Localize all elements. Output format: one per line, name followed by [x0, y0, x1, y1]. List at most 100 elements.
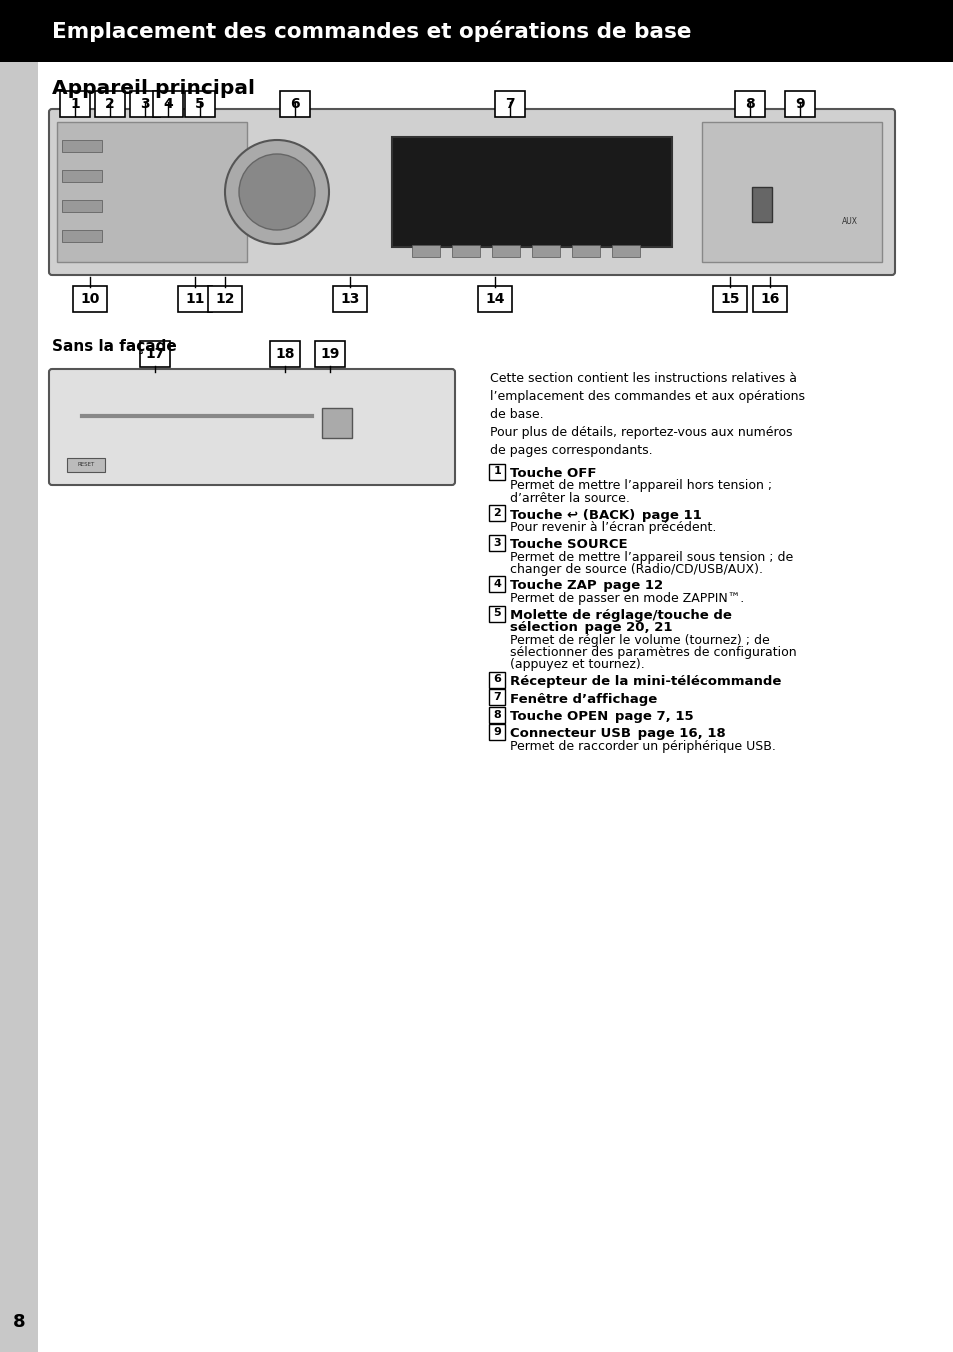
- Text: 12: 12: [215, 292, 234, 306]
- FancyBboxPatch shape: [489, 672, 505, 688]
- Bar: [62, 200, 102, 212]
- Text: Connecteur USB page 16, 18: Connecteur USB page 16, 18: [510, 727, 725, 741]
- Text: 4: 4: [163, 97, 172, 111]
- Bar: [62, 170, 102, 183]
- Text: Récepteur de la mini-télécommande: Récepteur de la mini-télécommande: [510, 675, 781, 688]
- Text: Permet de mettre l’appareil sous tension ; de: Permet de mettre l’appareil sous tension…: [510, 550, 792, 564]
- Text: (appuyez et tournez).: (appuyez et tournez).: [510, 658, 644, 671]
- Text: Pour plus de détails, reportez-vous aux numéros: Pour plus de détails, reportez-vous aux …: [490, 426, 792, 439]
- Text: 3: 3: [493, 538, 500, 548]
- Text: 13: 13: [340, 292, 359, 306]
- FancyBboxPatch shape: [49, 369, 455, 485]
- Text: 15: 15: [720, 292, 739, 306]
- Text: 2: 2: [105, 97, 114, 111]
- FancyBboxPatch shape: [185, 91, 214, 118]
- Text: Touche SOURCE: Touche SOURCE: [510, 538, 627, 552]
- FancyBboxPatch shape: [140, 341, 170, 366]
- Text: 6: 6: [290, 97, 299, 111]
- Bar: [572, 245, 599, 257]
- Bar: [392, 137, 671, 247]
- Bar: [751, 187, 771, 222]
- Text: Molette de réglage/touche de: Molette de réglage/touche de: [510, 608, 731, 622]
- Text: 14: 14: [485, 292, 504, 306]
- Text: 11: 11: [185, 292, 205, 306]
- FancyBboxPatch shape: [489, 690, 505, 704]
- FancyBboxPatch shape: [280, 91, 310, 118]
- Text: 1: 1: [493, 466, 501, 476]
- Text: 10: 10: [80, 292, 99, 306]
- Text: Sans la façade: Sans la façade: [52, 339, 176, 354]
- Bar: [412, 245, 439, 257]
- Text: Touche OPEN page 7, 15: Touche OPEN page 7, 15: [510, 710, 693, 723]
- Bar: [492, 245, 519, 257]
- Bar: [452, 245, 479, 257]
- Text: 3: 3: [140, 97, 150, 111]
- Text: Permet de raccorder un périphérique USB.: Permet de raccorder un périphérique USB.: [510, 740, 775, 753]
- Text: Pour revenir à l’écran précédent.: Pour revenir à l’écran précédent.: [510, 521, 716, 534]
- Text: Cette section contient les instructions relatives à: Cette section contient les instructions …: [490, 372, 796, 385]
- Text: 18: 18: [275, 347, 294, 361]
- FancyBboxPatch shape: [489, 707, 505, 722]
- Text: 8: 8: [493, 710, 501, 719]
- Text: 5: 5: [493, 608, 500, 618]
- FancyBboxPatch shape: [752, 287, 786, 312]
- Text: RESET: RESET: [77, 462, 94, 468]
- FancyBboxPatch shape: [95, 91, 125, 118]
- FancyBboxPatch shape: [489, 464, 505, 480]
- FancyBboxPatch shape: [784, 91, 814, 118]
- Text: changer de source (Radio/CD/USB/AUX).: changer de source (Radio/CD/USB/AUX).: [510, 562, 762, 576]
- FancyBboxPatch shape: [495, 91, 524, 118]
- FancyBboxPatch shape: [152, 91, 183, 118]
- Text: Touche ↩ (BACK) page 11: Touche ↩ (BACK) page 11: [510, 508, 701, 522]
- Text: 9: 9: [493, 727, 501, 737]
- Text: 19: 19: [320, 347, 339, 361]
- Text: 8: 8: [744, 97, 754, 111]
- Text: de base.: de base.: [490, 408, 543, 420]
- FancyBboxPatch shape: [489, 725, 505, 740]
- Bar: [57, 122, 247, 262]
- Text: 16: 16: [760, 292, 779, 306]
- Text: sélectionner des paramètres de configuration: sélectionner des paramètres de configura…: [510, 646, 796, 658]
- Text: Permet de passer en mode ZAPPIN™.: Permet de passer en mode ZAPPIN™.: [510, 592, 743, 604]
- Text: Permet de régler le volume (tournez) ; de: Permet de régler le volume (tournez) ; d…: [510, 634, 769, 648]
- FancyBboxPatch shape: [489, 576, 505, 592]
- Bar: [62, 141, 102, 151]
- Text: Emplacement des commandes et opérations de base: Emplacement des commandes et opérations …: [52, 20, 691, 42]
- Text: Touche OFF: Touche OFF: [510, 466, 596, 480]
- FancyBboxPatch shape: [489, 606, 505, 622]
- Circle shape: [225, 141, 329, 243]
- Bar: [62, 230, 102, 242]
- Text: de pages correspondants.: de pages correspondants.: [490, 443, 652, 457]
- Text: 2: 2: [493, 508, 501, 518]
- Text: 1: 1: [71, 97, 80, 111]
- Text: 6: 6: [493, 675, 501, 684]
- FancyBboxPatch shape: [489, 506, 505, 521]
- FancyBboxPatch shape: [178, 287, 212, 312]
- Text: Permet de mettre l’appareil hors tension ;: Permet de mettre l’appareil hors tension…: [510, 480, 771, 492]
- Text: l’emplacement des commandes et aux opérations: l’emplacement des commandes et aux opéra…: [490, 389, 804, 403]
- Text: Fenêtre d’affichage: Fenêtre d’affichage: [510, 692, 657, 706]
- Text: AUX: AUX: [841, 218, 857, 227]
- FancyBboxPatch shape: [477, 287, 512, 312]
- FancyBboxPatch shape: [208, 287, 242, 312]
- Text: 7: 7: [493, 692, 501, 702]
- FancyBboxPatch shape: [270, 341, 299, 366]
- Bar: [612, 245, 639, 257]
- FancyBboxPatch shape: [130, 91, 160, 118]
- Text: Appareil principal: Appareil principal: [52, 80, 254, 99]
- Bar: [67, 458, 105, 472]
- Bar: [532, 245, 559, 257]
- FancyBboxPatch shape: [314, 341, 345, 366]
- Bar: [0, 0, 953, 62]
- Text: 8: 8: [12, 1313, 26, 1330]
- FancyBboxPatch shape: [333, 287, 367, 312]
- Text: sélection page 20, 21: sélection page 20, 21: [510, 622, 672, 634]
- Bar: [0, 0, 38, 1352]
- Circle shape: [239, 154, 314, 230]
- Text: d’arrêter la source.: d’arrêter la source.: [510, 492, 629, 504]
- FancyBboxPatch shape: [60, 91, 90, 118]
- Bar: [322, 408, 352, 438]
- FancyBboxPatch shape: [49, 110, 894, 274]
- Text: 7: 7: [505, 97, 515, 111]
- FancyBboxPatch shape: [712, 287, 746, 312]
